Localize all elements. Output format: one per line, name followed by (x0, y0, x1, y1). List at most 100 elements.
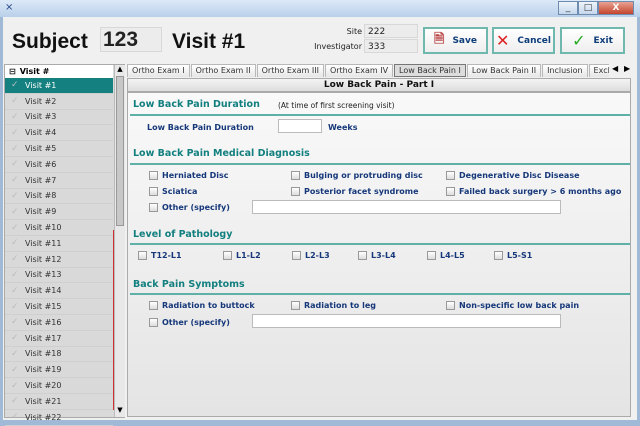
tab-scroll-left-icon[interactable]: ◀ (612, 64, 619, 73)
visit-item[interactable]: ✓ Visit #17 (5, 331, 113, 347)
checkbox[interactable] (358, 251, 367, 260)
option-checkbox[interactable]: L4-L5 (427, 251, 465, 260)
tab-ortho-exam-i[interactable]: Ortho Exam I (127, 64, 190, 77)
tab-scroll-right-icon[interactable]: ▶ (624, 64, 631, 73)
checkbox[interactable] (446, 171, 455, 180)
scroll-up-arrow-icon[interactable]: ▲ (117, 65, 123, 73)
checkbox[interactable] (223, 251, 232, 260)
tab-ortho-exam-iv[interactable]: Ortho Exam IV (324, 64, 394, 77)
visit-item-label: Visit #20 (25, 381, 62, 391)
tab-ortho-exam-ii[interactable]: Ortho Exam II (190, 64, 256, 77)
check-icon: ✓ (11, 254, 19, 265)
visit-item[interactable]: ✓ Visit #12 (5, 252, 113, 268)
visit-item-label: Visit #15 (25, 302, 62, 312)
option-checkbox[interactable]: L2-L3 (292, 251, 330, 260)
option-checkbox[interactable]: T12-L1 (138, 251, 182, 260)
subject-field[interactable]: 123 (100, 27, 162, 52)
visit-item[interactable]: ✓ Visit #21 (5, 394, 113, 410)
checkbox[interactable] (149, 187, 158, 196)
option-checkbox[interactable]: L1-L2 (223, 251, 261, 260)
visit-item[interactable]: ✓ Visit #19 (5, 362, 113, 379)
visit-item[interactable]: ✓ Visit #15 (5, 299, 113, 315)
option-checkbox[interactable]: Radiation to leg (291, 301, 376, 310)
save-button[interactable]: 🗎 Save (423, 27, 488, 54)
check-icon: ✓ (11, 222, 19, 233)
checkbox[interactable] (149, 171, 158, 180)
site-field[interactable]: 222 (364, 24, 418, 38)
collapse-icon[interactable]: ⊟ (9, 67, 16, 76)
visit-item[interactable]: ✓ Visit #4 (5, 125, 113, 142)
visit-item[interactable]: ✓ Visit #13 (5, 268, 113, 284)
check-icon: ✓ (11, 301, 19, 312)
visit-item-label: Visit #1 (25, 80, 57, 90)
diagnosis-other-input[interactable] (252, 200, 561, 214)
option-checkbox[interactable]: Non-specific low back pain (446, 301, 579, 310)
checkbox[interactable] (149, 318, 158, 327)
checkbox[interactable] (494, 251, 503, 260)
tab-ortho-exam-iii[interactable]: Ortho Exam III (256, 64, 324, 77)
option-checkbox[interactable]: Failed back surgery > 6 months ago (446, 187, 621, 196)
visit-item-label: Visit #5 (25, 144, 57, 154)
option-checkbox[interactable]: Sciatica (149, 187, 197, 196)
check-icon: ✓ (11, 380, 19, 391)
checkbox[interactable] (427, 251, 436, 260)
visit-item[interactable]: ✓ Visit #7 (5, 173, 113, 189)
visit-item-label: Visit #11 (25, 238, 62, 248)
visit-item[interactable]: ✓ Visit #9 (5, 204, 113, 221)
tab-exclusion[interactable]: Exclusion (588, 64, 609, 77)
visit-item[interactable]: ✓ Visit #5 (5, 141, 113, 157)
checkbox[interactable] (138, 251, 147, 260)
visit-item[interactable]: ✓ Visit #18 (5, 347, 113, 363)
visit-item[interactable]: ✓ Visit #10 (5, 220, 113, 236)
duration-input[interactable] (278, 119, 322, 133)
visit-item-label: Visit #4 (25, 128, 57, 138)
option-checkbox[interactable]: Posterior facet syndrome (291, 187, 419, 196)
tab-low-back-pain-i[interactable]: Low Back Pain I (394, 64, 466, 77)
check-icon: ✓ (11, 159, 19, 170)
check-icon: ✓ (11, 143, 19, 154)
close-button[interactable]: X (598, 1, 634, 15)
scroll-thumb[interactable] (116, 76, 124, 226)
option-checkbox[interactable]: Herniated Disc (149, 171, 229, 180)
visit-item[interactable]: ✓ Visit #6 (5, 157, 113, 173)
visit-item-label: Visit #8 (25, 191, 57, 201)
check-icon: ✓ (11, 238, 19, 249)
symptoms-other-checkbox[interactable]: Other (specify) (149, 318, 230, 327)
diagnosis-other-checkbox[interactable]: Other (specify) (149, 203, 230, 212)
exit-button[interactable]: ✓ Exit (560, 27, 625, 54)
checkbox[interactable] (291, 187, 300, 196)
checkbox[interactable] (291, 171, 300, 180)
visit-item[interactable]: ✓ Visit #3 (5, 110, 113, 126)
tab-low-back-pain-ii[interactable]: Low Back Pain II (466, 64, 542, 77)
checkbox[interactable] (291, 301, 300, 310)
visit-tree-header[interactable]: ⊟ Visit # (5, 65, 113, 78)
option-checkbox[interactable]: L5-S1 (494, 251, 532, 260)
checkbox[interactable] (292, 251, 301, 260)
visit-item[interactable]: ✓ Visit #20 (5, 378, 113, 394)
maximize-button[interactable]: □ (578, 1, 598, 15)
visit-item[interactable]: ✓ Visit #22 (5, 410, 113, 426)
checkbox[interactable] (446, 187, 455, 196)
visit-item[interactable]: ✓ Visit #16 (5, 315, 113, 331)
option-label: Herniated Disc (162, 171, 229, 180)
option-checkbox[interactable]: Radiation to buttock (149, 301, 255, 310)
option-checkbox[interactable]: Degenerative Disc Disease (446, 171, 580, 180)
option-checkbox[interactable]: L3-L4 (358, 251, 396, 260)
checkbox[interactable] (149, 301, 158, 310)
symptoms-other-input[interactable] (252, 314, 561, 328)
visit-list-scrollbar[interactable]: ▲ ▼ (114, 65, 125, 417)
minimize-button[interactable]: _ (558, 1, 578, 15)
tab-inclusion[interactable]: Inclusion (542, 64, 588, 77)
visit-item[interactable]: ✓ Visit #2 (5, 94, 113, 110)
visit-item[interactable]: ✓ Visit #1 (5, 78, 113, 94)
checkbox[interactable] (446, 301, 455, 310)
investigator-field[interactable]: 333 (364, 39, 418, 53)
checkbox[interactable] (149, 203, 158, 212)
visit-item[interactable]: ✓ Visit #14 (5, 283, 113, 300)
visit-item[interactable]: ✓ Visit #11 (5, 236, 113, 252)
scroll-down-arrow-icon[interactable]: ▼ (117, 406, 123, 414)
option-checkbox[interactable]: Bulging or protruding disc (291, 171, 423, 180)
visit-item[interactable]: ✓ Visit #8 (5, 189, 113, 205)
cancel-button[interactable]: ✕ Cancel (492, 27, 555, 54)
visit-item-label: Visit #19 (25, 365, 62, 375)
